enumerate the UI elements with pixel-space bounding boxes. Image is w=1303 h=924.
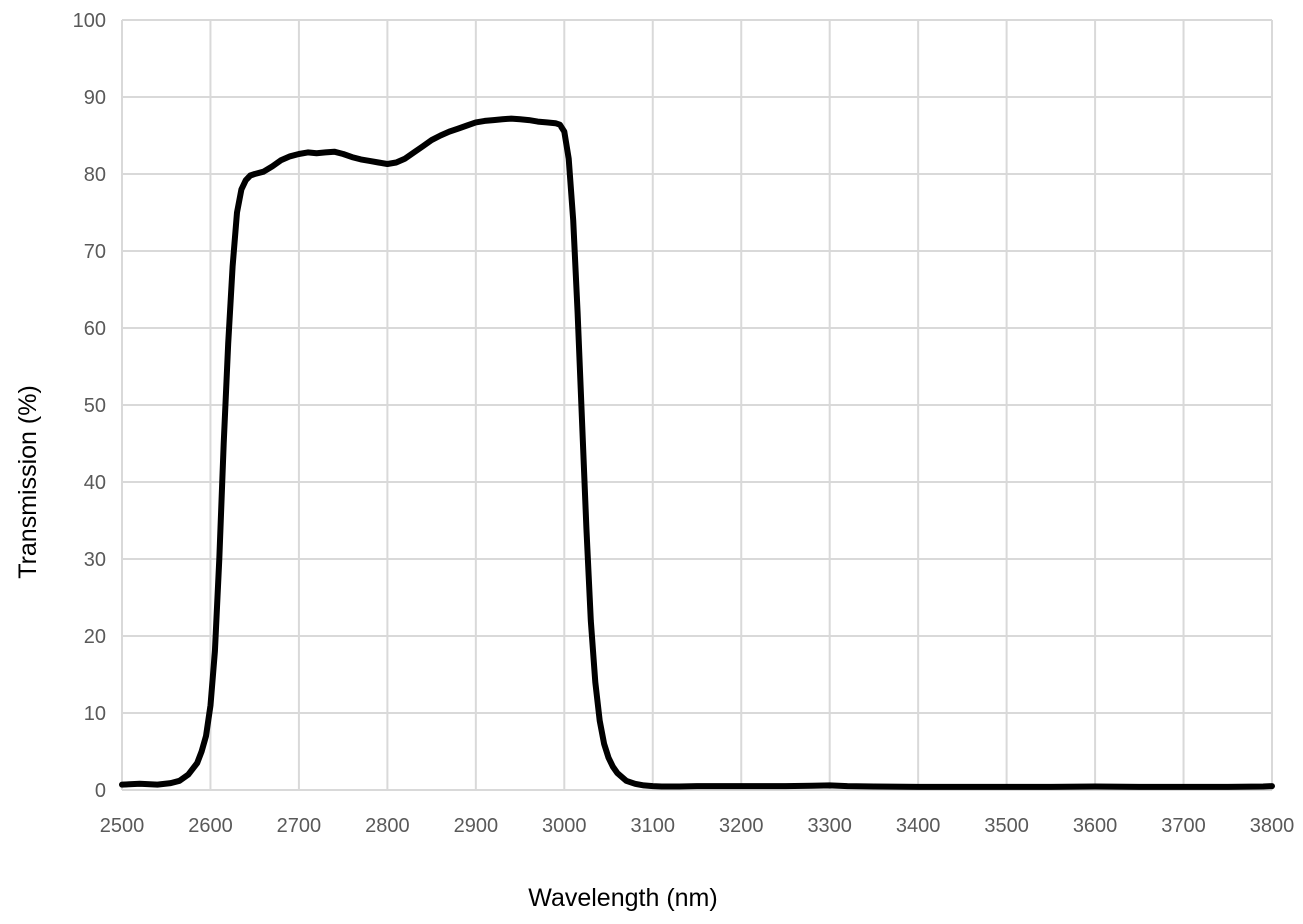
x-tick-label: 3500 [984,815,1029,837]
y-tick-label: 60 [84,318,106,340]
y-tick-label: 10 [84,703,106,725]
y-axis-tick-labels: 0 10 20 30 40 50 60 70 80 90 100 [73,10,106,802]
y-tick-label: 80 [84,164,106,186]
transmission-series-line [119,115,1275,790]
y-tick-label: 50 [84,395,106,417]
x-tick-label: 3600 [1073,815,1118,837]
x-tick-label: 3700 [1161,815,1206,837]
y-tick-label: 0 [95,780,106,802]
x-axis-title: Wavelength (nm) [528,884,717,912]
x-axis-tick-labels: 2500 2600 2700 2800 2900 3000 3100 3200 3300 3400… [100,815,1295,837]
x-tick-label: 3400 [896,815,941,837]
y-tick-label: 40 [84,472,106,494]
y-tick-label: 90 [84,87,106,109]
x-tick-label: 2500 [100,815,145,837]
x-tick-label: 2900 [454,815,499,837]
y-axis-title: Transmission (%) [14,385,42,579]
y-tick-label: 70 [84,241,106,263]
x-tick-label: 2800 [365,815,410,837]
x-tick-label: 3000 [542,815,587,837]
x-tick-label: 3300 [807,815,852,837]
x-tick-label: 2600 [188,815,233,837]
x-tick-label: 2700 [277,815,322,837]
y-tick-label: 20 [84,626,106,648]
grid [121,19,1273,791]
y-tick-label: 100 [73,10,106,32]
x-tick-label: 3200 [719,815,764,837]
x-tick-label: 3100 [631,815,676,837]
y-tick-label: 30 [84,549,106,571]
series-layer [119,115,1275,790]
x-tick-label: 3800 [1250,815,1295,837]
